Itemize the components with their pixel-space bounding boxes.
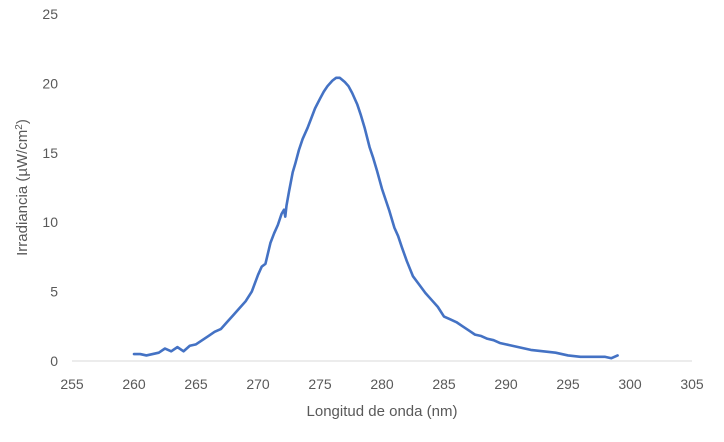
y-tick-label: 5: [50, 284, 58, 300]
y-axis-title-main: Irradiancia (µW/cm: [14, 130, 31, 256]
x-tick-label: 280: [370, 376, 394, 392]
y-axis-title-end: ): [14, 119, 31, 124]
x-tick-label: 260: [122, 376, 146, 392]
y-tick-label: 20: [42, 75, 58, 91]
series-line: [132, 76, 619, 360]
x-axis-title: Longitud de onda (nm): [307, 403, 458, 420]
x-tick-label: 305: [680, 376, 704, 392]
y-tick-label: 10: [42, 214, 58, 230]
y-axis-tick-labels: 0 5 10 15 20 25: [42, 6, 58, 369]
x-tick-label: 300: [618, 376, 642, 392]
x-tick-label: 285: [432, 376, 456, 392]
y-axis-title: Irradiancia (µW/cm2): [14, 119, 32, 256]
x-tick-label: 265: [184, 376, 208, 392]
y-tick-label: 15: [42, 145, 58, 161]
x-tick-label: 275: [308, 376, 332, 392]
x-tick-label: 290: [494, 376, 518, 392]
x-tick-label: 255: [60, 376, 84, 392]
x-tick-label: 270: [246, 376, 270, 392]
x-axis-tick-labels: 255 260 265 270 275 280 285 290 295 300 305: [60, 376, 704, 392]
x-tick-label: 295: [556, 376, 580, 392]
y-tick-label: 25: [42, 6, 58, 22]
y-axis-title-superscript: 2: [14, 124, 25, 130]
y-tick-label: 0: [50, 353, 58, 369]
